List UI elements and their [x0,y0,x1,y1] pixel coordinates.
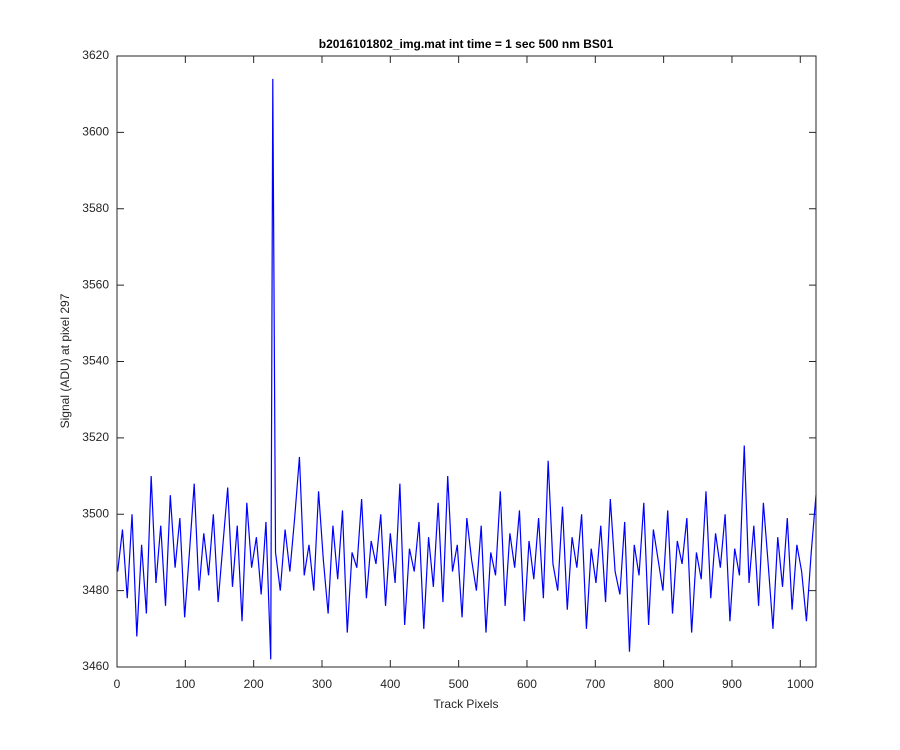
x-tick-label: 1000 [787,677,814,691]
x-tick-label: 200 [244,677,264,691]
x-tick-label: 500 [449,677,469,691]
chart-title: b2016101802_img.mat int time = 1 sec 500… [319,37,614,51]
y-tick-label: 3620 [82,48,109,62]
y-tick-label: 3460 [82,659,109,673]
x-tick-label: 800 [654,677,674,691]
y-tick-label: 3500 [82,506,109,520]
x-tick-label: 600 [517,677,537,691]
y-tick-label: 3540 [82,354,109,368]
x-tick-label: 100 [175,677,195,691]
y-tick-label: 3560 [82,277,109,291]
y-tick-label: 3600 [82,125,109,139]
y-tick-label: 3580 [82,201,109,215]
x-tick-label: 0 [114,677,121,691]
y-tick-label: 3480 [82,583,109,597]
x-tick-label: 300 [312,677,332,691]
x-tick-label: 900 [722,677,742,691]
y-axis-label: Signal (ADU) at pixel 297 [58,293,72,428]
y-tick-label: 3520 [82,430,109,444]
x-tick-label: 700 [585,677,605,691]
x-axis-label: Track Pixels [434,697,499,711]
axes-box [116,55,817,668]
x-tick-label: 400 [380,677,400,691]
data-line [117,78,817,660]
